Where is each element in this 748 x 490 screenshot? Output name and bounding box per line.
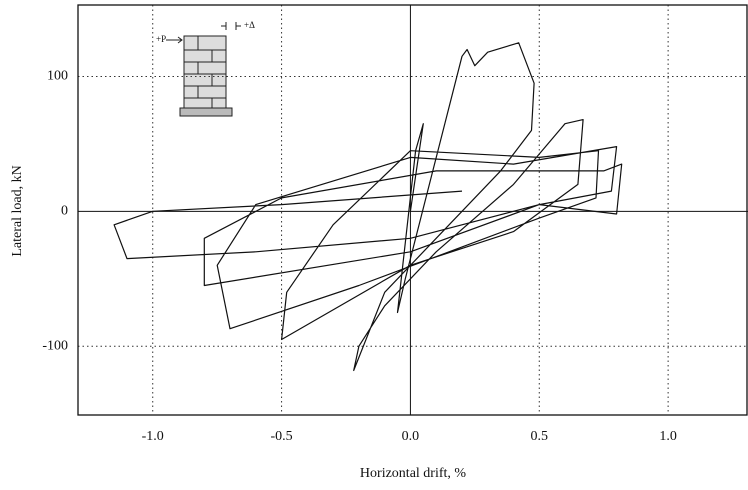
x-tick-label: -0.5: [270, 429, 292, 444]
x-tick-label: 0.0: [402, 429, 420, 444]
y-tick-label: -100: [42, 338, 68, 353]
x-axis-label: Horizontal drift, %: [360, 466, 466, 481]
hysteresis-curve: [113, 42, 623, 372]
annotation: +Δ: [244, 20, 255, 30]
annotation: +P: [156, 34, 166, 44]
specimen-icon: [166, 22, 241, 117]
x-tick-label: 0.5: [531, 429, 549, 444]
plot-frame: [77, 4, 748, 416]
y-tick-label: 0: [61, 204, 68, 219]
x-tick-label: -1.0: [142, 429, 164, 444]
y-tick-label: 100: [47, 69, 68, 84]
y-axis-label: Lateral load, kN: [10, 165, 25, 256]
x-tick-label: 1.0: [659, 429, 677, 444]
